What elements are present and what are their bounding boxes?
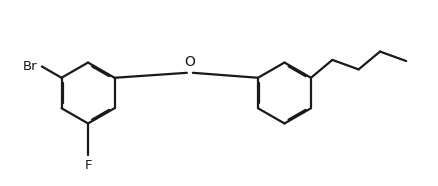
Text: F: F (84, 159, 92, 172)
Text: O: O (184, 55, 195, 69)
Text: Br: Br (23, 60, 38, 73)
